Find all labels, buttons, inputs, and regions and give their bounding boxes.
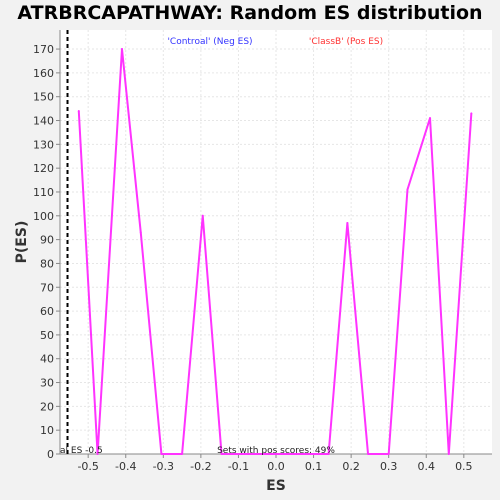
data-point	[406, 188, 409, 191]
pos-scores-annotation: Sets with pos scores: 49%	[217, 446, 335, 456]
observed-es-annotation: al ES -0.5	[60, 446, 103, 456]
y-tick-label: 60	[40, 305, 54, 318]
legend-pos: 'ClassB' (Pos ES)	[309, 37, 383, 47]
y-tick-label: 160	[33, 67, 54, 80]
data-point	[160, 453, 163, 455]
data-point	[201, 214, 204, 217]
data-point	[181, 453, 184, 455]
data-point	[120, 48, 123, 51]
x-tick-label: 0.1	[305, 460, 323, 473]
y-tick-label: 30	[40, 377, 54, 390]
series-layer	[77, 48, 473, 455]
y-tick-label: 150	[33, 91, 54, 104]
x-tick-label: 0.3	[380, 460, 398, 473]
y-tick-label: 130	[33, 138, 54, 151]
y-tick-label: 140	[33, 115, 54, 128]
data-point	[327, 453, 330, 455]
data-point	[77, 109, 80, 112]
data-point	[139, 231, 142, 234]
y-tick-label: 70	[40, 281, 54, 294]
y-tick-label: 10	[40, 424, 54, 437]
y-tick-label: 0	[47, 448, 54, 461]
es-distribution-line	[77, 48, 473, 455]
y-tick-label: 20	[40, 400, 54, 413]
y-axis-label: P(ES)	[14, 221, 30, 264]
y-tick-label: 80	[40, 257, 54, 270]
x-tick-label: -0.3	[153, 460, 174, 473]
x-tick-label: -0.4	[115, 460, 136, 473]
x-axis-label: ES	[266, 478, 286, 494]
legend-neg: 'Controal' (Neg ES)	[167, 37, 252, 47]
data-point	[387, 453, 390, 455]
chart-title: ATRBRCAPATHWAY: Random ES distribution	[17, 2, 483, 24]
x-tick-label: 0.0	[267, 460, 285, 473]
x-tick-label: 0.5	[455, 460, 473, 473]
x-tick-label: 0.2	[342, 460, 360, 473]
y-tick-label: 50	[40, 329, 54, 342]
y-tick-label: 110	[33, 186, 54, 199]
data-point	[367, 453, 370, 455]
axis-ticks: 0 10 20 30 40 50 60 70 80 90 100 110 120 130 140 150 160…	[33, 43, 473, 473]
data-point	[470, 112, 473, 115]
y-tick-label: 40	[40, 353, 54, 366]
x-tick-label: -0.5	[77, 460, 98, 473]
data-point	[429, 117, 432, 120]
x-tick-label: -0.2	[190, 460, 211, 473]
y-tick-label: 170	[33, 43, 54, 56]
x-tick-label: 0.4	[418, 460, 436, 473]
y-tick-label: 100	[33, 210, 54, 223]
data-point	[220, 453, 223, 455]
data-point	[96, 453, 99, 455]
grid-lines	[60, 30, 492, 454]
x-tick-label: -0.1	[228, 460, 249, 473]
data-point	[447, 453, 450, 455]
y-tick-label: 90	[40, 234, 54, 247]
y-tick-label: 120	[33, 162, 54, 175]
data-point	[346, 221, 349, 224]
